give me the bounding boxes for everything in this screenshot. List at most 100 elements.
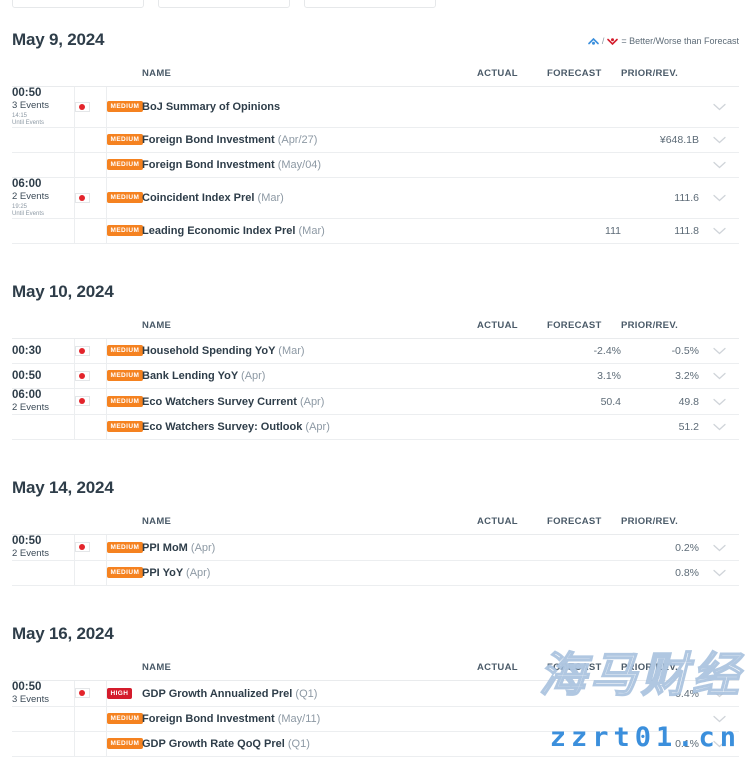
chevron-down-icon[interactable] [712,136,726,144]
table-header-row: NAME ACTUAL FORECAST PRIOR/REV. [12,662,739,681]
expand-cell[interactable] [699,535,739,561]
expand-cell[interactable] [699,87,739,128]
table-row[interactable]: 00:30 MEDIUM Household Spending YoY (Mar) -… [12,338,739,364]
table-row[interactable]: MEDIUM Foreign Bond Investment (May/11) [12,706,739,732]
event-prior-value: -0.5% [671,345,699,357]
table-row[interactable]: 00:50 2 Events MEDIUM PPI MoM (Apr) 0.2% [12,534,739,561]
importance-badge: MEDIUM [106,567,144,579]
expand-cell[interactable] [699,389,739,415]
days-container: May 9, 2024 / = Better/Worse than Forecast… [0,30,751,761]
chevron-down-icon[interactable] [712,544,726,552]
country-flag-cell [74,178,106,219]
table-row[interactable]: 00:50 3 Events HIGH GDP Growth Annualized P… [12,680,739,707]
chevron-down-icon[interactable] [712,227,726,235]
event-forecast-value [547,153,621,178]
event-name-cell[interactable]: BoJ Summary of Opinions [142,87,477,128]
col-name: NAME [142,320,477,339]
col-expand [699,662,739,681]
expand-cell[interactable] [699,339,739,364]
event-name: Eco Watchers Survey Current [142,395,297,408]
table-row[interactable]: MEDIUM Leading Economic Index Prel (Mar) 1… [12,218,739,244]
table-row[interactable]: 06:00 2 Events MEDIUM Eco Watchers Survey C… [12,388,739,415]
chevron-down-icon[interactable] [712,103,726,111]
event-name-cell[interactable]: PPI MoM (Apr) [142,535,477,561]
expand-cell[interactable] [699,178,739,219]
chevron-down-icon[interactable] [712,372,726,380]
expand-cell[interactable] [699,707,739,732]
table-header-row: NAME ACTUAL FORECAST PRIOR/REV. [12,320,739,339]
chevron-down-icon[interactable] [712,690,726,698]
chevron-down-icon[interactable] [712,569,726,577]
event-time-cell [12,127,75,153]
importance-cell: HIGH [105,680,142,707]
table-row[interactable]: MEDIUM GDP Growth Rate QoQ Prel (Q1) 0.1% [12,731,739,757]
event-name: Bank Lending YoY [142,370,238,382]
chevron-down-icon[interactable] [712,423,726,431]
event-actual-value [477,339,547,364]
event-name-cell[interactable]: PPI YoY (Apr) [142,561,477,586]
table-row[interactable]: MEDIUM PPI YoY (Apr) 0.8% [12,560,739,586]
col-time [12,320,74,339]
event-name-cell[interactable]: Coincident Index Prel (Mar) [142,178,477,219]
chevron-down-icon[interactable] [712,194,726,202]
table-row[interactable]: MEDIUM Eco Watchers Survey: Outlook (Apr)… [12,414,739,440]
filter-chip-3[interactable] [304,0,436,8]
table-row[interactable]: 00:50 MEDIUM Bank Lending YoY (Apr) 3.1% 3.2… [12,363,739,389]
table-row[interactable]: 06:00 2 Events 19:25 Until Events MEDIUM Coin… [12,177,739,219]
event-actual-value [477,535,547,561]
importance-badge: MEDIUM [106,134,144,146]
filter-chip-2[interactable] [158,0,290,8]
event-actual-value [477,87,547,128]
expand-cell[interactable] [699,415,739,440]
event-name-cell[interactable]: Foreign Bond Investment (Apr/27) [142,128,477,153]
importance-badge: MEDIUM [106,395,144,407]
col-expand [699,516,739,535]
filter-chip-1[interactable] [12,0,144,8]
events-table: NAME ACTUAL FORECAST PRIOR/REV. 00:30 MEDIUM H… [12,320,739,440]
expand-cell[interactable] [699,219,739,244]
expand-cell[interactable] [699,681,739,707]
event-time-cell: 00:50 [12,363,75,389]
event-name-cell[interactable]: GDP Growth Annualized Prel (Q1) [142,681,477,707]
table-row[interactable]: MEDIUM Foreign Bond Investment (May/04) [12,152,739,178]
event-name-cell[interactable]: Household Spending YoY (Mar) [142,339,477,364]
chevron-down-icon[interactable] [712,715,726,723]
event-time-cell: 00:50 2 Events [12,534,75,561]
event-forecast-value [547,128,621,153]
event-prior-value: 0.8% [675,567,699,579]
col-flag [74,320,106,339]
event-name-cell[interactable]: Leading Economic Index Prel (Mar) [142,219,477,244]
event-name-cell[interactable]: Bank Lending YoY (Apr) [142,364,477,389]
expand-cell[interactable] [699,153,739,178]
table-row[interactable]: 00:50 3 Events 14:15 Until Events MEDIUM BoJ … [12,86,739,128]
chevron-down-icon[interactable] [712,740,726,748]
event-actual-value [477,219,547,244]
event-prior-value: 0.2% [675,541,699,554]
event-actual-value [477,364,547,389]
expand-cell[interactable] [699,128,739,153]
importance-cell: MEDIUM [105,388,144,415]
expand-cell[interactable] [699,561,739,586]
importance-cell: MEDIUM [105,534,144,561]
event-name-cell[interactable]: GDP Growth Rate QoQ Prel (Q1) [142,732,477,757]
event-name-cell[interactable]: Eco Watchers Survey: Outlook (Apr) [142,415,477,440]
day-title: May 9, 2024 [12,30,105,49]
event-forecast-value: 111 [605,225,621,237]
chevron-down-icon[interactable] [712,347,726,355]
japan-flag-icon [74,345,90,356]
event-name-cell[interactable]: Eco Watchers Survey Current (Apr) [142,389,477,415]
event-name-cell[interactable]: Foreign Bond Investment (May/11) [142,707,477,732]
expand-cell[interactable] [699,364,739,389]
table-row[interactable]: MEDIUM Foreign Bond Investment (Apr/27) ¥6… [12,127,739,153]
chevron-down-icon[interactable] [712,398,726,406]
importance-badge: MEDIUM [106,225,144,237]
day-title: May 14, 2024 [12,478,114,497]
event-prior-value: ¥648.1B [659,134,699,146]
japan-flag-icon [74,396,90,407]
japan-flag-icon [74,688,90,699]
event-period: (Mar) [278,345,305,357]
event-name-cell[interactable]: Foreign Bond Investment (May/04) [142,153,477,178]
country-flag-cell [74,339,106,364]
chevron-down-icon[interactable] [712,161,726,169]
expand-cell[interactable] [699,732,739,757]
